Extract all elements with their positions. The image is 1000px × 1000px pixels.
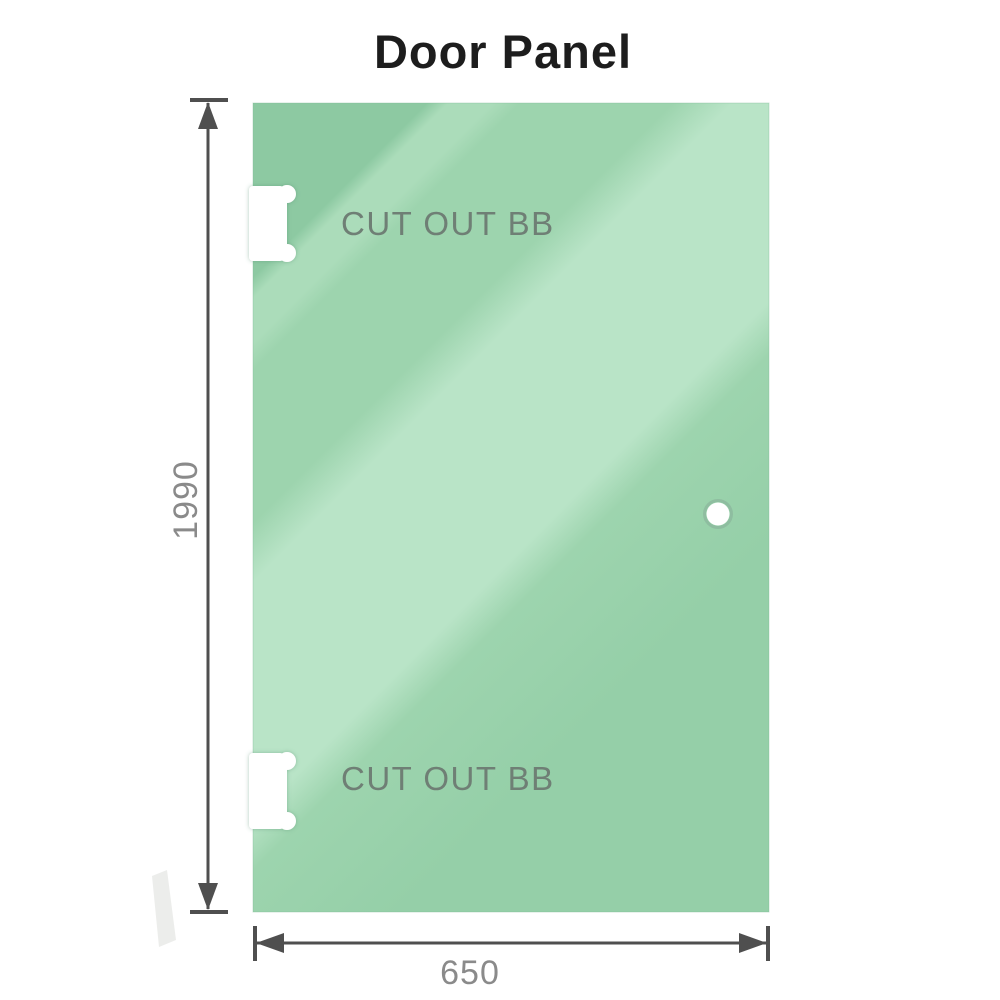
- height-dimension-arrow: [190, 98, 228, 914]
- background-smudge: [152, 870, 176, 947]
- height-dimension-value: 1990: [167, 460, 205, 540]
- glass-panel: [252, 102, 770, 913]
- width-dimension-arrow: [253, 926, 770, 961]
- diagram-title: Door Panel: [373, 25, 633, 78]
- cutout-label-bottom: CUT OUT BB: [341, 760, 555, 797]
- bottom-hinge-cutout: [249, 752, 296, 830]
- width-dimension-value: 650: [440, 954, 500, 992]
- handle-hole: [703, 499, 733, 529]
- cutout-label-top: CUT OUT BB: [341, 205, 555, 242]
- top-hinge-cutout: [249, 185, 296, 262]
